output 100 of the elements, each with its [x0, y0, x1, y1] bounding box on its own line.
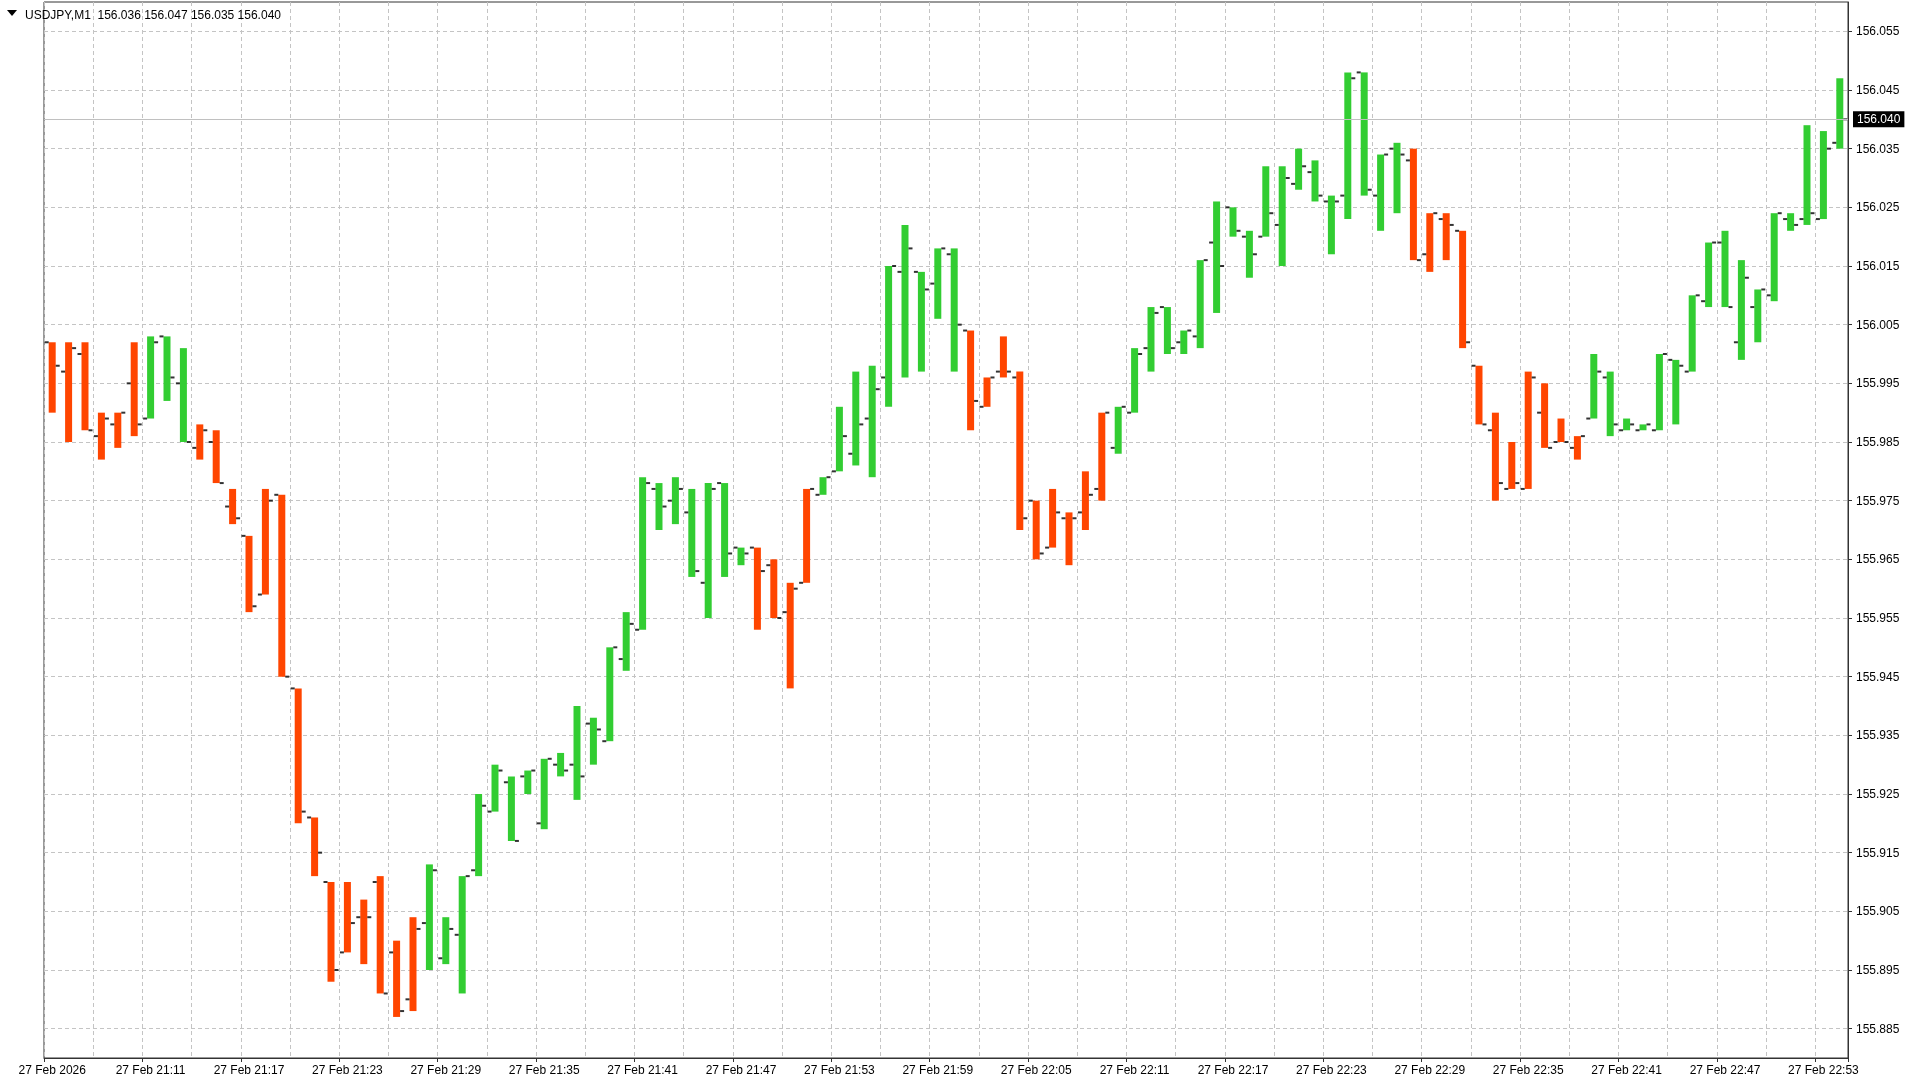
bar [1295, 148, 1303, 190]
bar [1442, 213, 1450, 261]
bar [639, 477, 647, 630]
bar [1147, 307, 1155, 372]
bar [934, 248, 942, 319]
bar [1032, 500, 1040, 560]
bar [1557, 418, 1565, 442]
y-tick-label: 155.945 [1856, 669, 1900, 684]
bar [557, 752, 565, 777]
bar [475, 794, 483, 877]
bar [1459, 230, 1467, 349]
bar [540, 758, 548, 830]
bar [442, 917, 450, 965]
x-tick-label: 27 Feb 21:59 [902, 1063, 974, 1077]
bar [901, 224, 909, 378]
bar [622, 612, 630, 671]
bar [868, 365, 876, 478]
bar [1114, 406, 1122, 454]
bar [950, 248, 958, 372]
bar [163, 336, 171, 401]
bar [360, 899, 368, 965]
bar [1278, 166, 1286, 266]
bar [1229, 207, 1237, 237]
bar [114, 412, 122, 448]
bar [130, 342, 138, 437]
bar [1311, 160, 1319, 202]
x-tick-label: 27 Feb 21:29 [410, 1063, 482, 1077]
bar [1262, 166, 1270, 237]
x-tick-label: 27 Feb 21:53 [804, 1063, 876, 1077]
y-tick-label: 155.895 [1856, 963, 1900, 977]
bar [1623, 418, 1631, 431]
x-tick-label: 27 Feb 22:47 [1689, 1063, 1761, 1077]
y-tick-label: 156.055 [1856, 24, 1900, 39]
y-tick-label: 155.925 [1856, 787, 1900, 801]
ref-line-label: 156.040 [1857, 112, 1901, 127]
bar [606, 647, 614, 742]
bar [1721, 230, 1729, 308]
bar [1163, 307, 1171, 354]
y-tick-label: 155.915 [1856, 845, 1900, 860]
y-tick-label: 156.025 [1856, 200, 1900, 215]
bar [835, 406, 843, 472]
x-tick-label: 27 Feb 22:29 [1394, 1063, 1466, 1077]
bar [311, 817, 319, 877]
bar [409, 917, 417, 1012]
bar [261, 488, 269, 595]
x-tick-label: 27 Feb 21:17 [213, 1063, 285, 1077]
bar [1131, 348, 1139, 413]
y-tick-label: 155.935 [1856, 728, 1900, 743]
bar [1344, 72, 1352, 220]
x-tick-label: 27 Feb 21:41 [607, 1063, 679, 1077]
bar [1639, 424, 1647, 431]
bar [1360, 72, 1368, 196]
bar [1491, 412, 1499, 501]
bar [278, 494, 286, 677]
bar [196, 424, 204, 460]
x-tick-label: 27 Feb 21:11 [115, 1063, 186, 1077]
bar [1819, 131, 1827, 220]
bar [1770, 213, 1778, 302]
bar [1508, 442, 1516, 489]
bar [1377, 154, 1385, 231]
bar [1655, 354, 1663, 431]
bar [458, 876, 466, 994]
bar [294, 688, 302, 824]
x-tick-label: 27 Feb 22:11 [1099, 1063, 1170, 1077]
bar [688, 488, 696, 577]
bar [1196, 260, 1204, 349]
x-tick-label: 27 Feb 22:35 [1492, 1063, 1564, 1077]
bar [1705, 242, 1713, 308]
bar [770, 559, 778, 618]
bar [48, 342, 56, 413]
bar [1081, 471, 1089, 530]
bar [1524, 371, 1532, 489]
bar [1180, 330, 1188, 354]
bar [393, 940, 401, 1017]
bar [803, 488, 811, 583]
x-tick-label: 27 Feb 22:53 [1788, 1063, 1860, 1077]
x-tick-label: 27 Feb 21:47 [705, 1063, 777, 1077]
y-tick-label: 155.905 [1856, 904, 1900, 919]
bar [1754, 289, 1762, 343]
bar [704, 483, 712, 618]
bar [1803, 125, 1811, 225]
y-tick-label: 155.965 [1856, 552, 1900, 567]
bar [737, 547, 745, 566]
bar [852, 371, 860, 466]
bar [229, 488, 237, 525]
bar [245, 535, 253, 613]
bar [1688, 295, 1696, 372]
bar [655, 483, 663, 530]
bar [1098, 412, 1106, 501]
bar [1213, 201, 1221, 313]
y-tick-label: 155.955 [1856, 611, 1900, 625]
bar [343, 882, 351, 953]
y-tick-label: 155.885 [1856, 1021, 1900, 1036]
bar [1672, 359, 1680, 425]
bar [1065, 512, 1073, 566]
bar [1393, 142, 1401, 214]
x-tick-label: 27 Feb 22:17 [1197, 1063, 1269, 1077]
bar [507, 776, 515, 841]
bar [147, 336, 155, 419]
bar [819, 477, 827, 495]
